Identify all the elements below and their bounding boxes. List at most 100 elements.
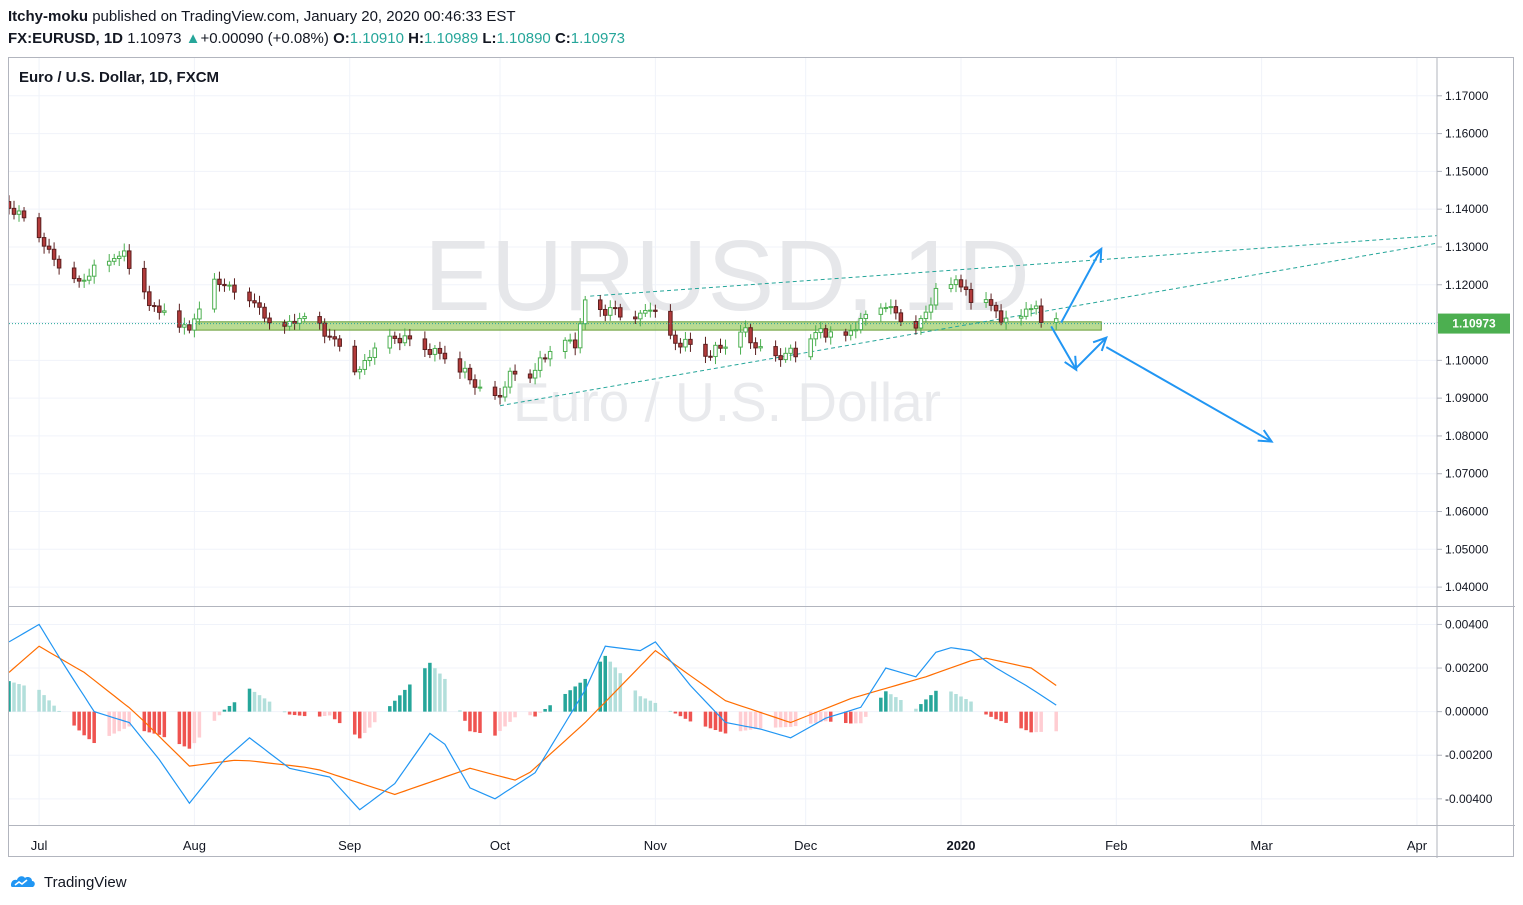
price-change: +0.00090 (+0.08%) [200,30,329,47]
macd-histogram-bar [753,711,758,729]
trendline[interactable] [499,242,1438,407]
candle-up [723,346,728,349]
candle-down [427,349,433,355]
candle-up [1003,317,1009,323]
publish-info: published on TradingView.com, January 20… [92,8,516,25]
macd-histogram-bar [1029,711,1033,733]
tradingview-logo-icon[interactable] [8,872,38,892]
projection-arrowhead[interactable] [1064,355,1078,372]
candle-down [602,309,608,316]
macd-histogram-bar [648,700,653,712]
grid [9,58,1437,825]
macd-histogram-bar [423,668,427,712]
trendlines[interactable] [499,235,1438,407]
macd-tick-label: -0.00400 [1445,792,1493,806]
candle-down [282,322,287,327]
candle-down [773,346,778,357]
macd-histogram-bar [493,711,497,736]
macd-histogram-bar [52,705,56,712]
projection-arrow[interactable] [1060,248,1103,324]
ohlc-line: FX:EURUSD, 1D 1.10973 ▲+0.00090 (+0.08%)… [8,28,625,50]
macd-histogram-bar [899,700,903,712]
candle-down [893,306,899,314]
candle-down [1038,305,1044,323]
macd-histogram-bar [1024,711,1028,731]
projection-arrow[interactable] [1105,346,1273,443]
candle-down [572,339,578,349]
macd-histogram-bar [182,711,187,747]
candle-down [673,334,678,344]
macd-histogram-bar [352,711,357,735]
macd-histogram-bar [292,711,297,716]
price-tick-label: 1.17000 [1445,89,1489,103]
candle-up [933,287,939,306]
time-tick-label: 2020 [947,838,976,853]
candle-up [878,307,884,315]
projection-arrowhead[interactable] [1092,336,1108,352]
macd-histogram-bar [77,711,81,731]
candle-down [262,306,267,319]
last-price-badge [1438,313,1510,334]
candle-up [567,339,573,342]
macd-histogram-bar [894,697,898,712]
macd-histogram-bar [147,711,152,733]
candle-down [41,237,47,247]
macd-histogram-bar [503,711,507,727]
projection-arrowhead[interactable] [1089,246,1103,263]
candle-down [177,310,182,328]
candle-up [638,312,643,320]
candle-down [11,207,17,215]
macd-histogram-bar [47,700,51,712]
macd-histogram-bar [854,711,858,724]
macd-histogram-bar [302,711,307,717]
candle-up [883,307,889,310]
candle-down [292,320,297,324]
candle-down [748,327,753,344]
candle-up [86,275,92,281]
support-zone[interactable] [193,321,1102,331]
macd-histogram-bar [12,682,16,712]
candle-down [492,386,498,397]
macd-histogram-bar [443,678,447,712]
candle-down [708,355,713,358]
macd-histogram-bar [813,711,818,723]
macd-histogram-bar [408,684,412,712]
macd-histogram-bar [949,691,953,712]
macd-histogram-bar [613,667,618,712]
time-tick-label: Mar [1250,838,1273,853]
projection-arrow[interactable] [1075,336,1108,369]
candle-down [898,312,904,323]
symbol-label[interactable]: FX:EURUSD, 1D [8,30,124,47]
candle-up [683,338,688,348]
candle-down [527,373,533,379]
candle-down [653,309,658,312]
chart-canvas[interactable]: EURUSD, 1D Euro / U.S. Dollar Jul Aug Sep O… [6,58,1515,858]
projection-arrowhead[interactable] [1257,429,1274,443]
candle-up [783,352,788,361]
projection-arrows[interactable] [1050,246,1274,443]
macd-histogram-bar [678,711,683,717]
time-tick-label: Dec [794,838,818,853]
macd-pane [7,623,1058,811]
macd-histogram-bar [192,711,197,744]
price-tick-label: 1.05000 [1445,542,1489,556]
macd-histogram-bar [428,662,432,712]
support-zone-rect[interactable] [193,321,1102,331]
macd-histogram-bar [17,684,21,712]
candle-down [678,342,683,348]
author-name[interactable]: Itchy-moku [8,8,89,25]
candle-up [81,279,87,282]
macd-histogram-bar [818,711,823,723]
candle-down [46,245,52,250]
macd-histogram-bar [157,711,162,735]
candle-up [106,260,112,266]
macd-histogram-bar [919,704,923,712]
candle-down [968,289,974,303]
candle-up [212,278,217,310]
trendline[interactable] [590,235,1438,297]
projection-arrow[interactable] [1050,325,1078,371]
watermark-symbol: EURUSD, 1D [424,220,1030,332]
candle-down [422,338,428,351]
macd-histogram-bar [87,711,91,740]
tradingview-brand[interactable]: TradingView [44,873,127,891]
